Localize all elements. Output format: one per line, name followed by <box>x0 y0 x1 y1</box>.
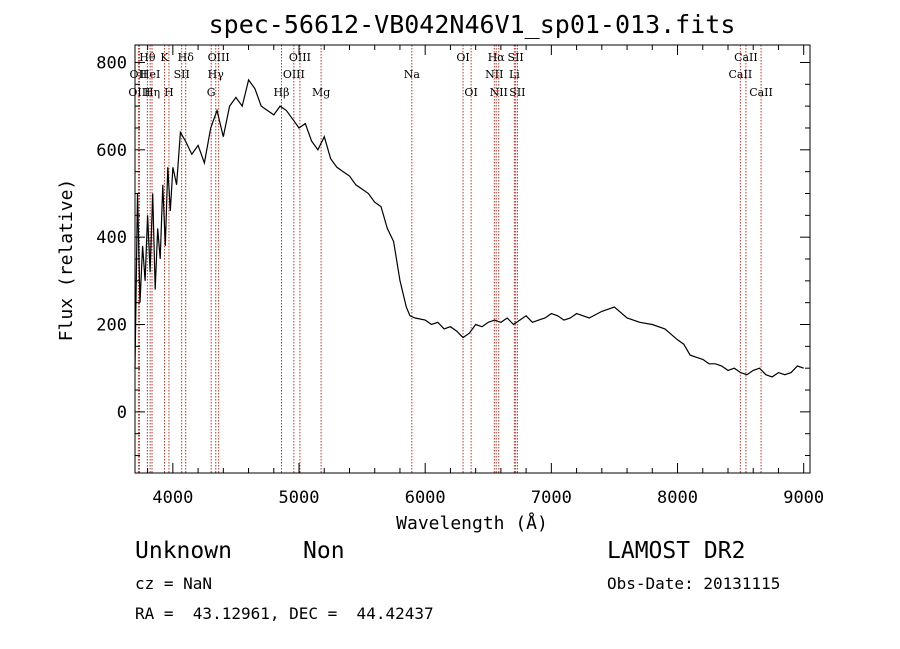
line-label-20: NII <box>485 68 503 81</box>
y-tick-label-3: 600 <box>96 141 127 161</box>
line-label-8: Hδ <box>178 51 195 64</box>
x-axis: 4000 5000 6000 7000 8000 9000 <box>147 45 824 508</box>
spectral-line-markers <box>137 45 762 473</box>
line-label-2: HeI <box>140 68 160 81</box>
line-label-18: OI <box>464 86 477 99</box>
coordinates: RA = 43.12961, DEC = 44.42437 <box>135 604 434 623</box>
line-label-10: Hγ <box>208 68 225 81</box>
line-label-14: OIII <box>283 68 305 81</box>
line-label-19: Hα <box>488 51 506 64</box>
observation-date: Obs-Date: 20131115 <box>607 574 781 593</box>
line-label-27: CaII <box>749 86 773 99</box>
spectrum-chart: spec-56612-VB042N46V1_sp01-013.fits Hθ OI… <box>56 10 824 534</box>
spectrum-line <box>134 78 804 378</box>
line-label-23: Li <box>509 68 520 81</box>
line-label-17: OI <box>456 51 469 64</box>
x-axis-label: Wavelength (Å) <box>396 512 548 534</box>
line-label-11: G <box>207 86 216 99</box>
redshift-cz: cz = NaN <box>135 574 213 593</box>
x-tick-label-1: 5000 <box>279 488 320 508</box>
x-tick-label-4: 8000 <box>657 488 698 508</box>
line-label-6: SII <box>174 68 190 81</box>
line-label-5: K <box>160 51 169 64</box>
y-tick-label-4: 800 <box>96 53 127 73</box>
y-tick-label-2: 400 <box>96 228 127 248</box>
y-axis-label: Flux (relative) <box>56 179 77 342</box>
y-tick-label-0: 0 <box>117 403 127 423</box>
y-tick-label-1: 200 <box>96 316 127 336</box>
object-class: Unknown <box>135 538 232 564</box>
line-label-13: OIII <box>289 51 311 64</box>
line-label-7: H <box>164 86 174 99</box>
y-axis: 0 200 400 600 800 <box>96 53 810 457</box>
line-label-15: Mg <box>312 86 330 99</box>
line-label-22: SII <box>508 51 524 64</box>
survey-name: LAMOST DR2 <box>607 538 746 564</box>
line-label-1: OII <box>130 68 148 81</box>
line-label-0: Hθ <box>139 51 156 64</box>
plot-frame <box>134 44 811 474</box>
line-label-24: SII <box>509 86 525 99</box>
chart-title: spec-56612-VB042N46V1_sp01-013.fits <box>209 10 736 39</box>
line-label-25: CaII <box>734 51 758 64</box>
object-subclass: Non <box>303 538 345 564</box>
line-label-16: Na <box>404 68 421 81</box>
x-tick-label-5: 9000 <box>783 488 824 508</box>
x-tick-label-2: 6000 <box>405 488 446 508</box>
line-label-9: OIII <box>208 51 230 64</box>
line-label-3: OIII <box>128 86 150 99</box>
line-label-4: Hη <box>144 86 160 99</box>
line-label-21: NII <box>490 86 508 99</box>
x-tick-label-0: 4000 <box>152 488 193 508</box>
line-label-12: Hβ <box>274 86 290 99</box>
x-tick-label-3: 7000 <box>531 488 572 508</box>
line-label-26: CaII <box>729 68 753 81</box>
